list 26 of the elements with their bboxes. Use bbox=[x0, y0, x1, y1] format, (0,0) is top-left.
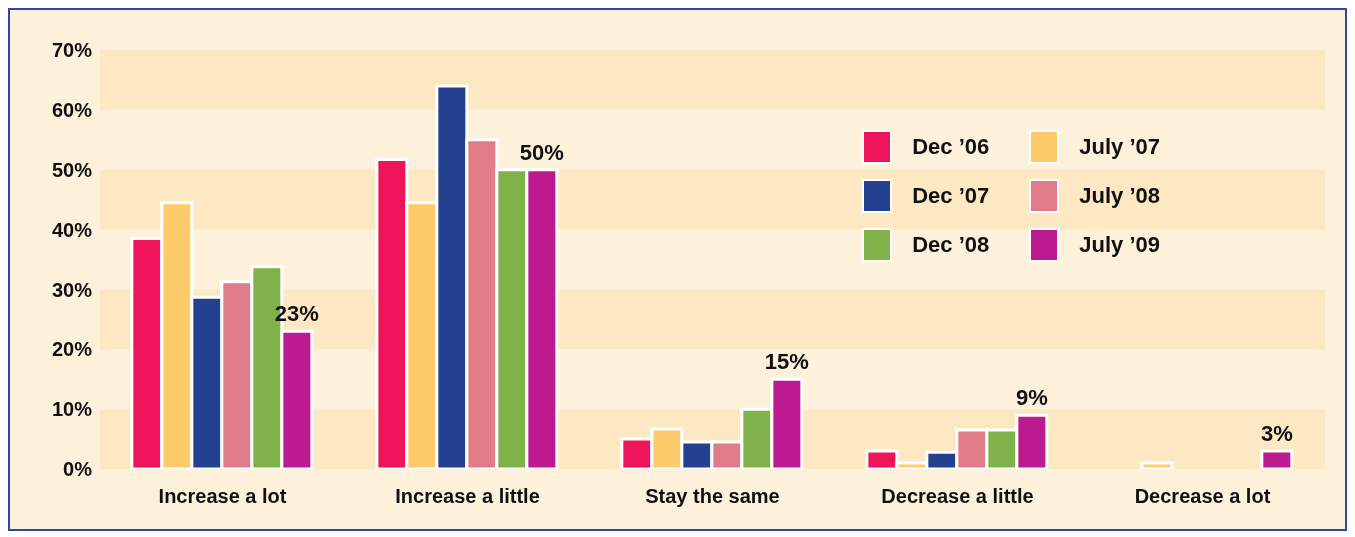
x-tick-label: Stay the same bbox=[645, 485, 780, 508]
x-tick-label: Decrease a little bbox=[881, 485, 1034, 508]
legend-label: Dec ’08 bbox=[912, 231, 990, 258]
legend-label: July ’09 bbox=[1079, 231, 1160, 258]
legend-label: July ’07 bbox=[1079, 133, 1160, 160]
data-label: 50% bbox=[519, 139, 564, 165]
y-tick-label: 60% bbox=[51, 98, 93, 121]
y-tick-label: 50% bbox=[51, 158, 93, 181]
data-label: 15% bbox=[764, 349, 809, 375]
bar bbox=[1140, 461, 1174, 469]
data-label: 23% bbox=[274, 301, 319, 327]
x-tick-label: Decrease a lot bbox=[1134, 485, 1271, 508]
y-tick-label: 10% bbox=[51, 398, 93, 421]
y-tick-label: 70% bbox=[51, 39, 93, 62]
y-tick-label: 20% bbox=[51, 338, 93, 361]
data-label: 9% bbox=[1015, 385, 1048, 411]
x-tick-label: Increase a little bbox=[395, 485, 540, 508]
legend-label: July ’08 bbox=[1079, 182, 1160, 209]
bar bbox=[1260, 449, 1294, 469]
y-tick-label: 40% bbox=[51, 218, 93, 241]
data-label: 3% bbox=[1260, 421, 1293, 447]
legend-label: Dec ’06 bbox=[912, 133, 990, 160]
legend-label: Dec ’07 bbox=[912, 182, 990, 209]
x-tick-label: Increase a lot bbox=[158, 485, 287, 508]
y-tick-label: 30% bbox=[51, 278, 93, 301]
y-tick-label: 0% bbox=[63, 458, 93, 481]
